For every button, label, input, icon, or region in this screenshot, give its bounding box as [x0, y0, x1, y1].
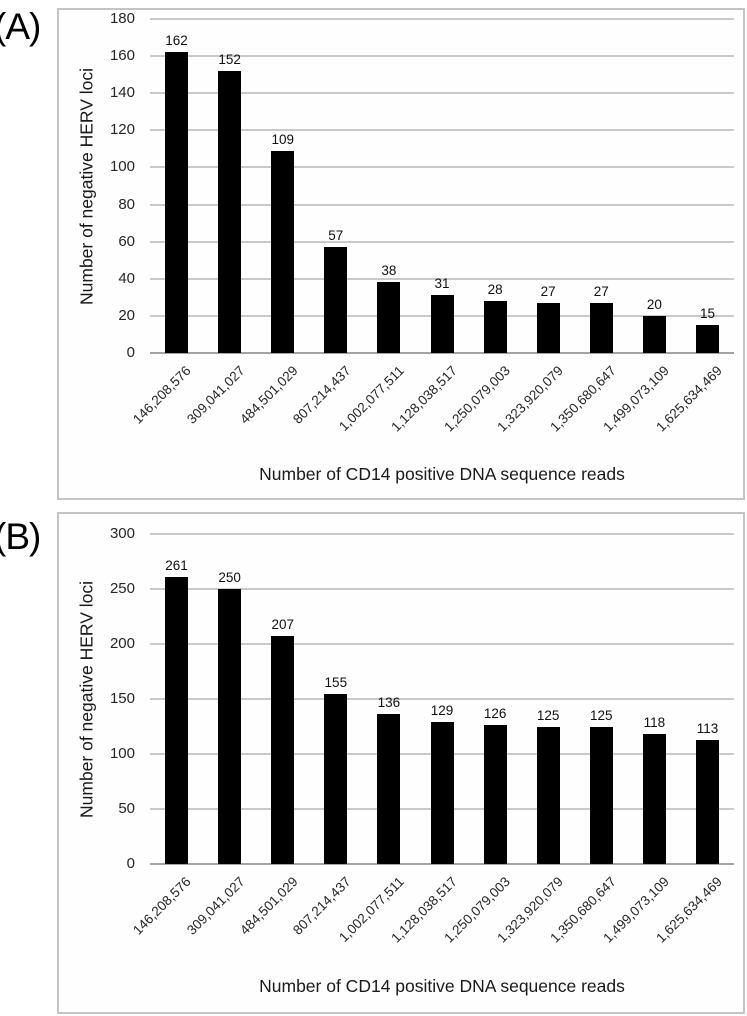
y-tick-label: 0 — [126, 344, 135, 361]
bar — [430, 295, 454, 353]
bar-value-label: 28 — [487, 282, 503, 298]
bar-value-label: 57 — [328, 228, 344, 244]
bar-value-label: 136 — [377, 695, 401, 711]
bar — [695, 739, 719, 864]
bar — [271, 636, 295, 864]
panel-a-label: (A) — [0, 6, 41, 47]
x-axis-title: Number of CD14 positive DNA sequence rea… — [259, 464, 625, 484]
bar-value-label: 261 — [165, 557, 188, 573]
y-tick-label: 0 — [126, 855, 135, 872]
y-tick-label: 140 — [109, 84, 135, 102]
bar-value-label: 162 — [165, 33, 188, 49]
bar — [642, 734, 666, 864]
bar — [165, 52, 189, 353]
gridline — [150, 698, 734, 700]
bar — [536, 726, 560, 864]
y-tick-label: 150 — [109, 690, 135, 707]
y-tick-label: 300 — [109, 525, 135, 542]
y-tick-label: 100 — [109, 745, 135, 762]
y-tick-label: 160 — [109, 47, 135, 65]
gridline — [150, 129, 734, 132]
bar-value-label: 129 — [430, 703, 454, 719]
bar-value-label: 152 — [218, 51, 241, 67]
y-tick-label: 180 — [109, 10, 135, 27]
bar-value-label: 31 — [434, 276, 450, 292]
gridline — [150, 92, 734, 95]
bar-value-label: 126 — [483, 706, 507, 722]
bar — [642, 315, 666, 353]
bar-value-label: 15 — [699, 306, 715, 322]
y-tick-label: 20 — [118, 306, 135, 324]
bar-value-label: 250 — [218, 570, 241, 585]
y-axis-title: Number of negative HERV loci — [76, 67, 97, 305]
y-tick-label: 50 — [118, 800, 135, 817]
bar — [589, 302, 613, 353]
bar-value-label: 113 — [696, 720, 719, 736]
bar-value-label: 125 — [590, 707, 613, 723]
x-axis-title: Number of CD14 positive DNA sequence rea… — [259, 976, 625, 996]
bar — [218, 70, 242, 353]
gridline — [150, 203, 734, 206]
bar — [271, 150, 295, 353]
panel-a-chart: Number of negative HERV loci Number of C… — [57, 8, 745, 500]
gridline — [150, 55, 734, 58]
gridline — [150, 643, 734, 645]
bar — [536, 302, 560, 353]
gridline — [150, 277, 734, 280]
y-tick-label: 80 — [118, 195, 135, 213]
bar-value-label: 38 — [381, 263, 397, 279]
bar — [324, 247, 348, 353]
x-axis-line — [150, 352, 734, 354]
bar-value-label: 109 — [271, 131, 294, 147]
gridline — [150, 240, 734, 243]
y-tick-label: 40 — [118, 269, 135, 287]
y-tick-label: 100 — [109, 158, 135, 176]
bar — [430, 722, 454, 864]
panel-b-chart: Number of negative HERV loci Number of C… — [57, 512, 745, 1014]
bar — [377, 282, 401, 353]
bar-value-label: 27 — [540, 283, 556, 299]
y-tick-label: 120 — [109, 121, 135, 139]
bar — [218, 589, 242, 864]
bar — [483, 301, 507, 353]
y-tick-label: 200 — [109, 635, 135, 652]
gridline — [150, 18, 734, 20]
bar-value-label: 118 — [643, 715, 666, 731]
gridline — [150, 533, 734, 535]
bar-value-label: 20 — [646, 296, 662, 312]
x-axis-line — [150, 863, 734, 865]
bar — [324, 693, 348, 864]
bar-value-label: 207 — [271, 617, 294, 633]
bar — [695, 325, 719, 353]
bar-value-label: 27 — [593, 283, 609, 299]
panel-b-label: (B) — [0, 516, 41, 557]
bar-value-label: 155 — [324, 674, 348, 690]
y-tick-label: 60 — [118, 232, 135, 250]
gridline — [150, 588, 734, 590]
y-tick-label: 250 — [109, 580, 135, 597]
bar — [165, 576, 189, 864]
bar — [589, 726, 613, 864]
bar — [377, 714, 401, 864]
gridline — [150, 166, 734, 169]
bar-value-label: 125 — [536, 707, 560, 723]
bar — [483, 725, 507, 864]
